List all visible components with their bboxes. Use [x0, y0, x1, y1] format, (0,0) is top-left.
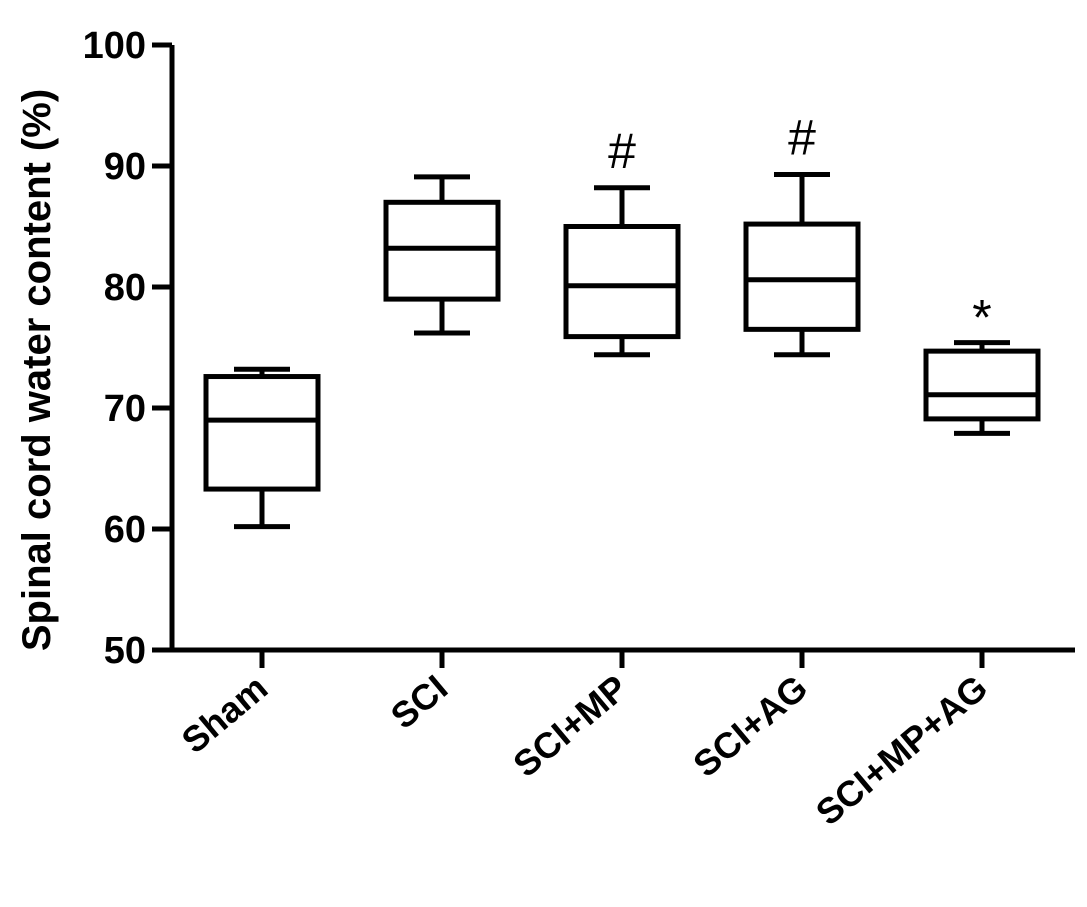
- significance-marker: #: [788, 109, 816, 165]
- box-sci-mp: #: [563, 123, 681, 358]
- y-tick-label: 100: [83, 25, 146, 67]
- category-label: SCI: [383, 667, 455, 737]
- significance-marker: #: [608, 123, 636, 179]
- iqr-box: [743, 221, 861, 332]
- category-label: Sham: [174, 667, 275, 761]
- significance-marker: *: [972, 290, 991, 346]
- y-tick-label: 80: [104, 267, 146, 309]
- category-label: SCI+MP+AG: [808, 667, 995, 833]
- y-tick-label: 90: [104, 146, 146, 188]
- y-tick-label: 60: [104, 509, 146, 551]
- box-sci-ag: #: [743, 109, 861, 358]
- iqr-box: [563, 224, 681, 340]
- y-axis: 50 60 70 80 90 100: [83, 25, 175, 672]
- box-sci: [383, 174, 501, 336]
- category-label: SCI+AG: [685, 667, 815, 785]
- boxes: # # *: [203, 109, 1041, 530]
- iqr-box: [203, 374, 321, 492]
- iqr-box: [923, 348, 1041, 422]
- box-sci-mp-ag: *: [923, 290, 1041, 436]
- y-tick-label: 70: [104, 388, 146, 430]
- y-tick-label: 50: [104, 630, 146, 672]
- x-axis: [170, 647, 1075, 668]
- category-label: SCI+MP: [505, 667, 635, 785]
- box-sham: [203, 366, 321, 530]
- y-axis-title: Spinal cord water content (%): [15, 89, 59, 651]
